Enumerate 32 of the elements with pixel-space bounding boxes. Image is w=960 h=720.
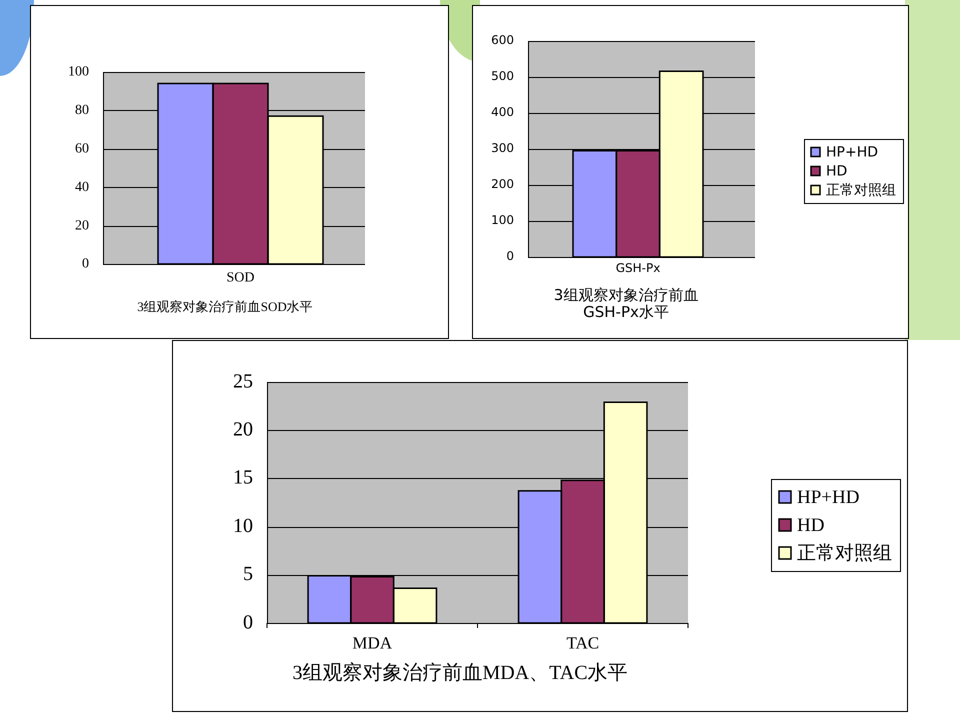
y-tick-label: 100 bbox=[491, 213, 514, 228]
text: 3组观察对象治疗前血GSH-Px水平 bbox=[552, 286, 700, 322]
x-axis-title: SOD bbox=[226, 270, 255, 286]
y-tick-label: 40 bbox=[75, 180, 89, 195]
legend-label: 正常对照组 bbox=[797, 542, 892, 564]
y-tick-label: 300 bbox=[491, 141, 514, 156]
text: 3组观察对象治疗前血MDA、TAC水平 bbox=[292, 662, 628, 685]
legend-label: HP+HD bbox=[826, 144, 878, 161]
x-tick-label: TAC bbox=[566, 634, 600, 653]
y-tick-label: 600 bbox=[491, 33, 514, 48]
x-tick-label: MDA bbox=[352, 634, 393, 653]
y-tick-label: 400 bbox=[491, 105, 514, 120]
y-tick-label: 60 bbox=[75, 141, 89, 156]
y-tick-label: 0 bbox=[243, 611, 253, 634]
legend-label: HD bbox=[797, 514, 824, 536]
y-tick-label: 5 bbox=[243, 563, 253, 586]
text: 3组观察对象治疗前血SOD水平 bbox=[137, 299, 313, 315]
legend-label: HD bbox=[826, 164, 848, 180]
y-tick-label: 0 bbox=[506, 249, 514, 264]
y-tick-label: 20 bbox=[233, 418, 253, 440]
y-tick-label: 25 bbox=[233, 370, 253, 392]
y-tick-label: 0 bbox=[82, 256, 89, 272]
y-tick-label: 200 bbox=[491, 177, 514, 192]
legend-label: 正常对照组 bbox=[826, 182, 896, 199]
y-tick-label: 10 bbox=[233, 514, 253, 537]
x-axis-title: GSH-Px bbox=[616, 260, 660, 275]
y-tick-label: 100 bbox=[68, 64, 89, 80]
y-tick-label: 15 bbox=[233, 466, 253, 489]
y-tick-label: 20 bbox=[75, 218, 89, 234]
y-tick-label: 500 bbox=[491, 69, 514, 84]
y-tick-label: 80 bbox=[75, 103, 89, 118]
legend-label: HP+HD bbox=[797, 486, 860, 508]
